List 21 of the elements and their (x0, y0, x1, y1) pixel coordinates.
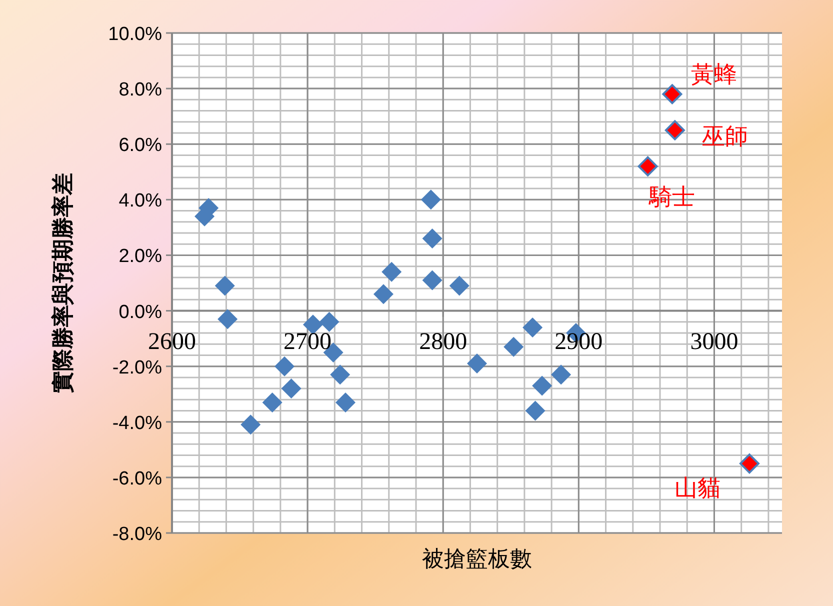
y-tick-label: 2.0% (118, 246, 162, 268)
annotation: 山貓 (674, 476, 720, 502)
x-tick-label: 2600 (148, 328, 196, 355)
y-tick-label: 0.0% (118, 302, 162, 323)
x-tick-label: 2900 (554, 328, 603, 355)
x-tick-label: 2800 (419, 328, 468, 355)
y-tick-label: -8.0% (112, 524, 162, 545)
y-tick-label: 10.0% (108, 24, 162, 45)
y-tick-label: -2.0% (112, 357, 162, 378)
x-axis-title: 被搶籃板數 (422, 546, 532, 571)
y-axis-title: 實際勝率與預期勝率差 (50, 173, 75, 393)
y-tick-label: -4.0% (112, 412, 162, 434)
annotation: 巫師 (702, 124, 748, 150)
annotation: 騎士 (648, 184, 695, 210)
y-tick-label: 4.0% (118, 190, 162, 212)
y-tick-label: 6.0% (118, 135, 162, 156)
x-tick-label: 3000 (690, 328, 738, 355)
x-tick-label: 2700 (284, 328, 332, 355)
annotation: 黃蜂 (691, 62, 738, 88)
y-tick-label: -6.0% (112, 468, 162, 490)
y-tick-label: 8.0% (118, 80, 162, 101)
